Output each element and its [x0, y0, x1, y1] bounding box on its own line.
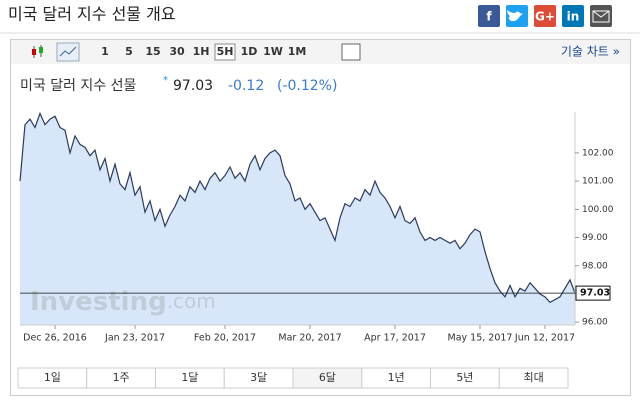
- range-label[interactable]: 5년: [456, 371, 473, 384]
- interval-active: [214, 43, 236, 61]
- share-icon[interactable]: [562, 5, 584, 27]
- x-tick-label: May 15, 2017: [448, 333, 513, 344]
- share-icon[interactable]: [534, 5, 556, 27]
- candle-icon: [32, 45, 43, 58]
- toolbar: [11, 40, 630, 64]
- interval-button[interactable]: 15: [145, 45, 160, 58]
- range-label[interactable]: 1년: [388, 371, 405, 384]
- mail-icon: [592, 10, 610, 23]
- x-tick-label: Mar 20, 2017: [278, 333, 341, 344]
- x-tick-label: Jun 12, 2017: [514, 333, 575, 344]
- twitter-bird: [507, 10, 523, 22]
- share-icon[interactable]: [478, 5, 500, 27]
- settings-button[interactable]: [341, 43, 361, 61]
- range-button[interactable]: [498, 367, 569, 389]
- x-tick-label: Apr 17, 2017: [364, 333, 426, 344]
- interval-button[interactable]: 1D: [241, 45, 258, 58]
- interval-button[interactable]: 1H: [193, 45, 210, 58]
- interval-button[interactable]: 5: [125, 45, 133, 58]
- page-title: 미국 달러 지수 선물 개요: [8, 5, 176, 24]
- x-tick-label: Feb 20, 2017: [194, 333, 256, 344]
- quote-change-pct: (-0.12%): [277, 78, 337, 94]
- range-label[interactable]: 6달: [319, 371, 336, 384]
- quote-price: 97.03: [173, 78, 213, 94]
- line-chart-button[interactable]: [56, 42, 80, 62]
- line-icon: [59, 46, 77, 57]
- live-star: *: [163, 75, 168, 86]
- y-tick-label: 96.00: [582, 318, 608, 328]
- quote-name: 미국 달러 지수 선물: [20, 78, 137, 94]
- range-label[interactable]: 1주: [113, 371, 130, 384]
- watermark-part: .com: [167, 289, 216, 313]
- watermark-part: Investing: [30, 287, 167, 317]
- range-label[interactable]: 1일: [44, 370, 61, 384]
- price-line: [19, 111, 576, 304]
- range-label[interactable]: 1달: [181, 371, 198, 384]
- share-label[interactable]: G+: [535, 10, 555, 24]
- y-tick-label: 101.00: [582, 177, 614, 187]
- share-label[interactable]: in: [567, 10, 580, 24]
- interval-button[interactable]: 1: [101, 45, 109, 58]
- area-fill: [20, 113, 575, 326]
- range-label[interactable]: 최대: [524, 371, 544, 384]
- watermark: Investing.com: [30, 287, 216, 317]
- y-tick-label: 100.00: [582, 205, 614, 215]
- interval-button[interactable]: 5H: [217, 45, 234, 58]
- y-tick-label: 99.00: [582, 233, 608, 243]
- interval-button[interactable]: 30: [169, 45, 185, 58]
- x-tick-label: Dec 26, 2016: [23, 333, 87, 344]
- range-label[interactable]: 3달: [250, 371, 267, 384]
- y-tick-label: 98.00: [582, 261, 608, 271]
- quote-change: -0.12: [228, 78, 264, 94]
- y-tick-label: 102.00: [582, 148, 614, 158]
- interval-button[interactable]: 1W: [263, 45, 283, 58]
- last-price-box: [575, 285, 611, 301]
- share-label[interactable]: f: [486, 10, 492, 24]
- x-tick-label: Jan 23, 2017: [104, 333, 165, 344]
- last-price-label: 97.03: [580, 288, 610, 299]
- interval-button[interactable]: 1M: [288, 45, 307, 58]
- technical-link[interactable]: 기술 차트 »: [561, 45, 620, 59]
